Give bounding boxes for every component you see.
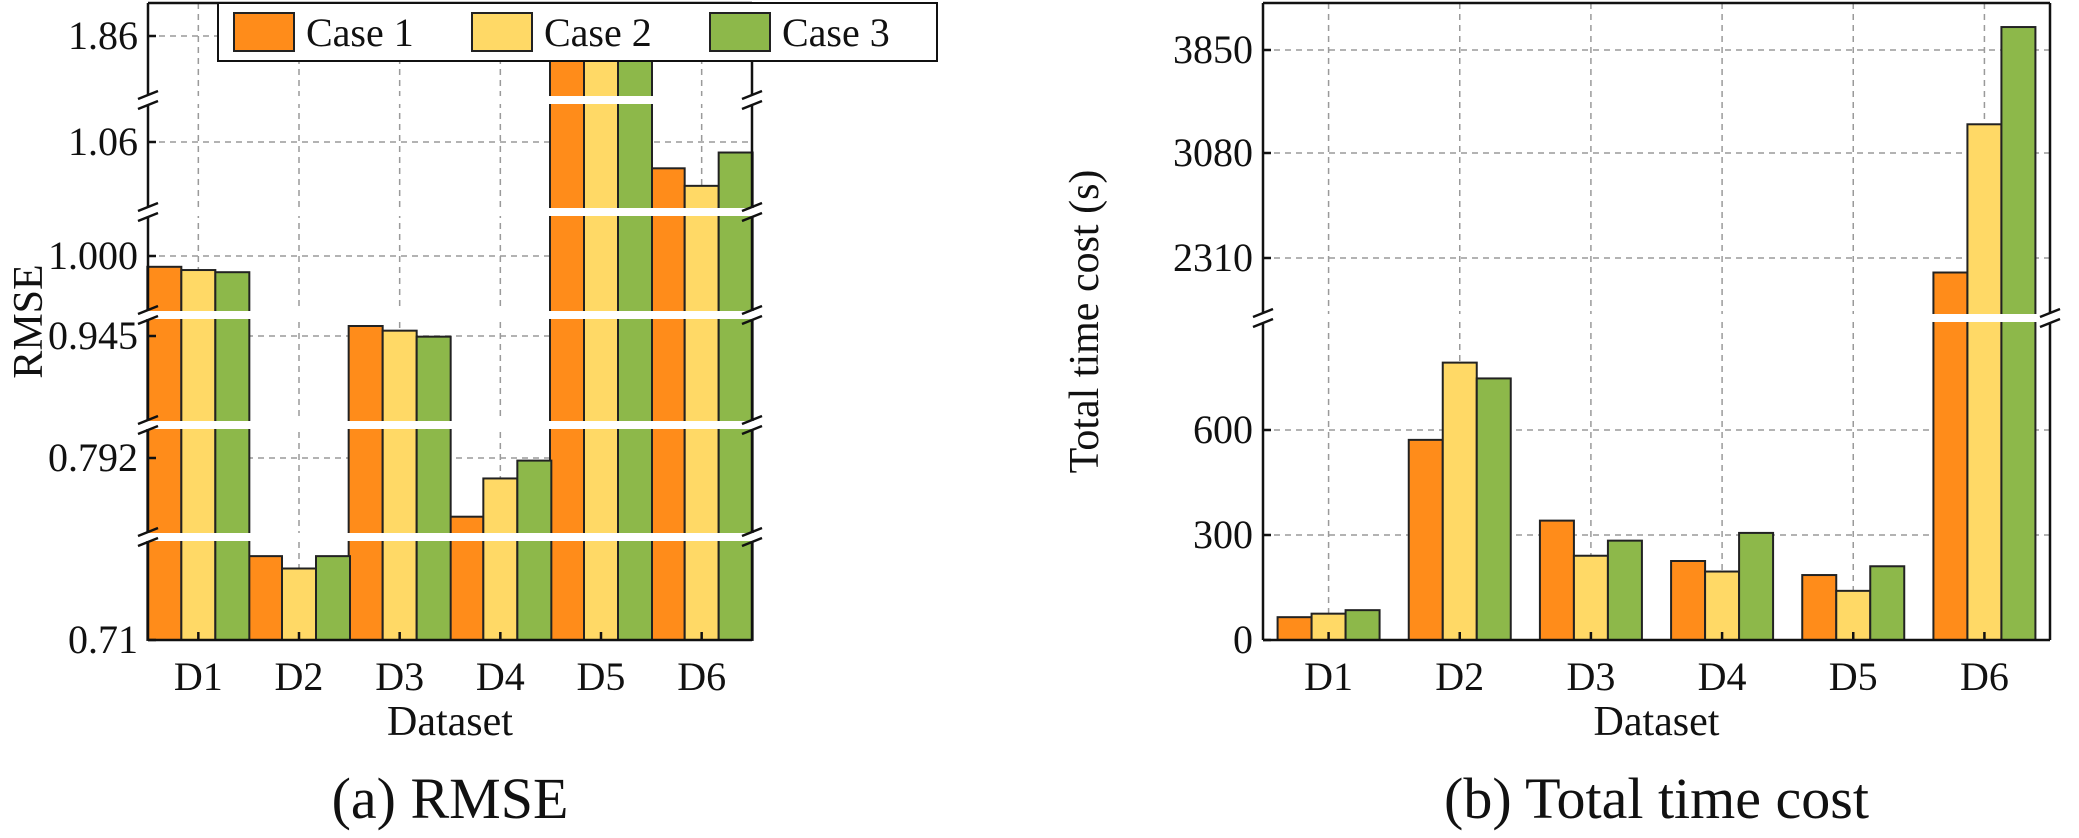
x-tick-label: D1 [1304,654,1353,699]
y-tick-label: 0.71 [68,617,138,662]
bar-d3-case1 [347,325,384,641]
bar-d6-case3 [717,151,754,641]
rmse-panel: 0.71 0.792 0.945 1.000 1.06 1.86 D1 D2 D3 D4 D5 D6 D… [6,1,763,831]
panel-caption: (b) Total time cost [1444,766,1869,831]
bar-d6-case2 [1966,123,2003,642]
y-axis-title: RMSE [6,264,52,378]
bar-d5-case3 [1869,565,1906,641]
x-axis-title: Dataset [387,699,513,745]
bar-d6-case1 [1932,271,1969,641]
bar-d2-case1 [1407,438,1444,641]
bar-d1-case2 [180,269,217,641]
x-tick-label: D4 [1698,654,1747,699]
x-tick-label: D1 [174,654,223,699]
bar-d4-case2 [482,477,519,642]
bar-d1-case1 [146,265,183,641]
bar-d5-case2 [583,55,619,641]
x-tick-label: D2 [1435,654,1484,699]
y-tick-label: 0.792 [48,435,138,480]
legend-label-case3: Case 3 [782,10,890,55]
bar-d3-case2 [1572,554,1609,642]
axis-break-gap [1255,314,2058,322]
bar-d5-case3 [617,49,653,641]
x-tick-label: D2 [275,654,324,699]
y-tick-label: 1.86 [68,13,138,58]
bar-d3-case3 [415,335,452,641]
x-tick-label: D3 [375,654,424,699]
legend-swatch-case1 [233,12,295,52]
y-tick-label: 0.945 [48,313,138,358]
axis-break-gap [140,311,760,319]
bar-d4-case3 [516,459,553,641]
legend-label-case1: Case 1 [306,10,414,55]
bar-d6-case2 [683,184,720,641]
time-cost-panel: 0 300 600 2310 3080 3850 D1 D2 D3 D4 D5 D6 Dataset To… [1062,1,2061,831]
y-tick-label: 2310 [1173,235,1253,280]
legend-swatch-case2 [471,12,533,52]
bar-d6-case1 [649,167,686,642]
bar-d2-case2 [1441,361,1478,641]
legend-swatch-case3 [709,12,771,52]
legend-box [217,2,938,62]
x-tick-label: D3 [1566,654,1615,699]
x-tick-label: D5 [577,654,626,699]
y-tick-label: 1.06 [68,119,138,164]
y-tick-label: 3080 [1173,130,1253,175]
y-tick-label: 1.000 [48,233,138,278]
bar-d2-case2 [281,567,317,641]
bar-d3-case3 [1606,539,1643,641]
axis-break-gap [140,533,760,541]
y-axis-title: Total time cost (s) [1062,170,1108,474]
panel-caption: (a) RMSE [332,766,569,831]
axis-break-gap [140,96,760,104]
y-tick-label: 300 [1193,512,1253,557]
x-tick-label: D6 [1960,654,2009,699]
x-axis-title: Dataset [1594,699,1720,745]
x-tick-label: D6 [677,654,726,699]
y-tick-label: 600 [1193,407,1253,452]
bar-d1-case1 [1276,616,1313,642]
bar-d4-case3 [1738,531,1775,642]
x-tick-label: D5 [1829,654,1878,699]
bar-d2-case3 [1475,377,1512,641]
bar-d1-case3 [214,271,251,641]
legend: Case 1 Case 2 Case 3 [217,2,938,62]
bar-d5-case1 [549,56,585,642]
y-tick-label: 3850 [1173,27,1253,72]
x-tick-label: D4 [476,654,525,699]
bar-d5-case1 [1801,574,1838,641]
bar-d4-case1 [1670,560,1707,641]
axis-break-gap [140,208,760,216]
bar-d4-case2 [1704,570,1741,641]
bar-d3-case1 [1538,519,1575,641]
bar-d3-case2 [381,329,418,641]
bar-d2-case3 [315,555,351,642]
bar-d2-case1 [247,555,283,642]
axis-break-gap [140,421,760,429]
bar-d1-case3 [1344,609,1381,642]
y-tick-label: 0 [1233,617,1253,662]
bar-d6-case3 [2000,26,2037,642]
legend-label-case2: Case 2 [544,10,652,55]
